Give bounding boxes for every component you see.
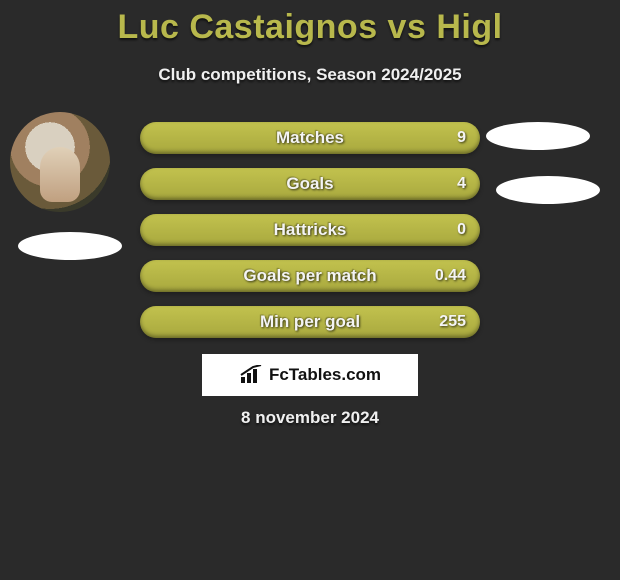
brand-link[interactable]: FcTables.com <box>202 354 418 396</box>
stat-label: Min per goal <box>140 306 480 338</box>
stat-bar-min-per-goal: Min per goal 255 <box>140 306 480 338</box>
stat-value: 9 <box>457 122 466 154</box>
stat-bar-goals: Goals 4 <box>140 168 480 200</box>
stat-bar-goals-per-match: Goals per match 0.44 <box>140 260 480 292</box>
date-label: 8 november 2024 <box>0 408 620 428</box>
name-pill-left <box>18 232 122 260</box>
stat-value: 255 <box>439 306 466 338</box>
name-pill-right-2 <box>496 176 600 204</box>
comparison-card: Luc Castaignos vs Higl Club competitions… <box>0 0 620 580</box>
player-avatar-left <box>10 112 110 212</box>
stat-label: Goals <box>140 168 480 200</box>
stat-label: Hattricks <box>140 214 480 246</box>
page-title: Luc Castaignos vs Higl <box>0 0 620 47</box>
brand-text: FcTables.com <box>269 365 381 385</box>
name-pill-right-1 <box>486 122 590 150</box>
stat-value: 0.44 <box>435 260 466 292</box>
stats-bars: Matches 9 Goals 4 Hattricks 0 Goals per … <box>140 122 480 352</box>
bar-chart-icon <box>239 365 265 385</box>
stat-value: 0 <box>457 214 466 246</box>
stat-label: Goals per match <box>140 260 480 292</box>
stat-value: 4 <box>457 168 466 200</box>
stat-bar-matches: Matches 9 <box>140 122 480 154</box>
stat-bar-hattricks: Hattricks 0 <box>140 214 480 246</box>
stat-label: Matches <box>140 122 480 154</box>
page-subtitle: Club competitions, Season 2024/2025 <box>0 65 620 85</box>
